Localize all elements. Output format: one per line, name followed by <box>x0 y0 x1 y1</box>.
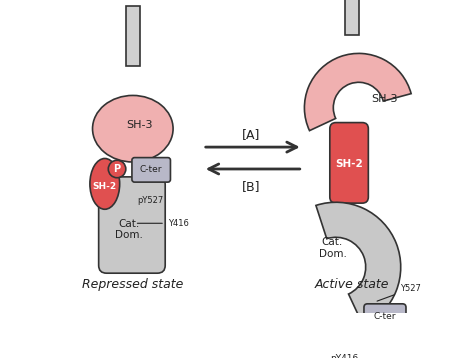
Text: SH-3: SH-3 <box>127 120 153 130</box>
Text: P: P <box>113 164 120 174</box>
FancyBboxPatch shape <box>364 304 406 330</box>
Text: pY416: pY416 <box>330 354 359 358</box>
Text: P: P <box>341 339 348 349</box>
Text: Active state: Active state <box>314 278 389 291</box>
FancyBboxPatch shape <box>345 0 359 35</box>
Text: C-ter: C-ter <box>140 165 163 174</box>
Text: Cat.
Dom.: Cat. Dom. <box>319 237 346 258</box>
Text: SH-3: SH-3 <box>372 94 398 104</box>
Text: [B]: [B] <box>242 180 260 193</box>
Text: Repressed state: Repressed state <box>82 278 183 291</box>
FancyBboxPatch shape <box>126 6 140 66</box>
FancyBboxPatch shape <box>132 158 171 182</box>
Text: C-ter: C-ter <box>374 313 396 321</box>
FancyBboxPatch shape <box>99 177 165 273</box>
Wedge shape <box>304 53 411 131</box>
Wedge shape <box>316 202 401 326</box>
FancyBboxPatch shape <box>330 122 368 203</box>
Circle shape <box>108 160 126 178</box>
Text: [A]: [A] <box>242 128 260 141</box>
Text: pY527: pY527 <box>137 196 164 205</box>
Text: Cat.
Dom.: Cat. Dom. <box>115 219 143 240</box>
Text: Y416: Y416 <box>137 219 189 228</box>
Text: SH-2: SH-2 <box>93 182 117 191</box>
Text: Y527: Y527 <box>377 285 421 301</box>
Ellipse shape <box>92 96 173 162</box>
Circle shape <box>336 335 354 353</box>
Ellipse shape <box>90 159 119 209</box>
Text: SH-2: SH-2 <box>335 159 363 169</box>
